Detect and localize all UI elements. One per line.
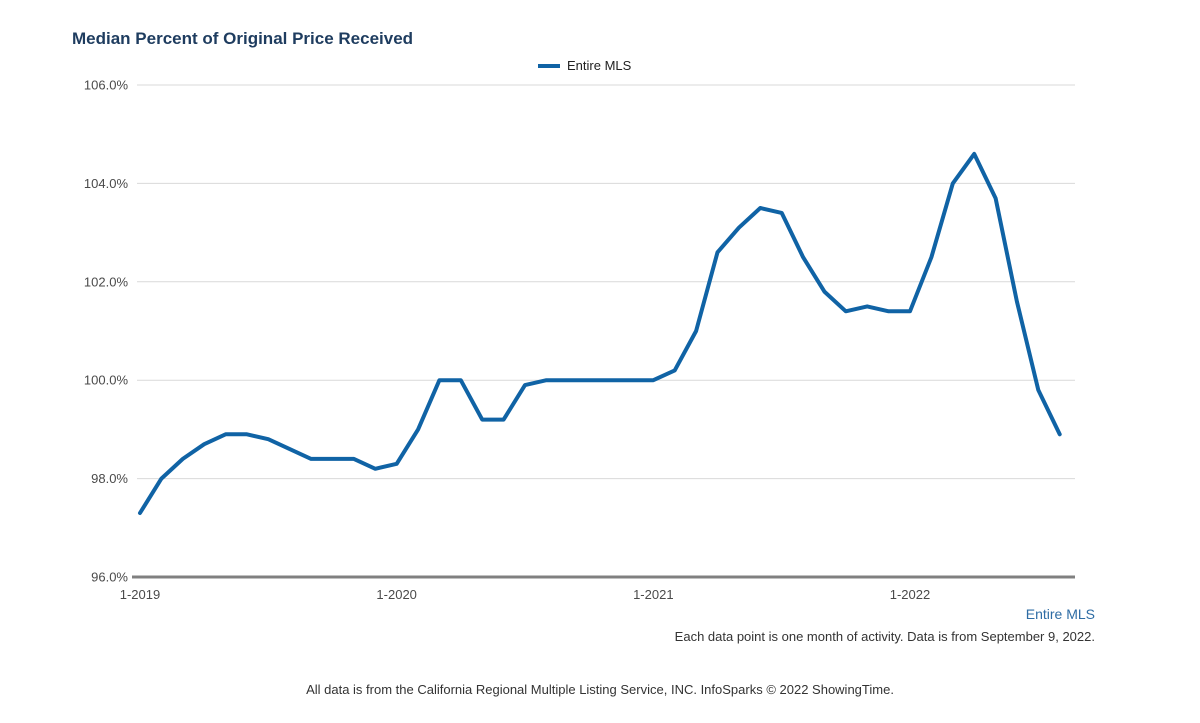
legend-label: Entire MLS [567,58,632,73]
y-axis-tick-label: 104.0% [84,176,129,191]
y-axis-tick-label: 98.0% [91,471,128,486]
legend: Entire MLS [538,58,631,73]
x-axis-tick-label: 1-2021 [633,587,673,602]
x-axis-tick-label: 1-2019 [120,587,160,602]
x-axis-tick-label: 1-2020 [376,587,416,602]
series-line-entire-mls[interactable] [138,151,1062,515]
y-axis-tick-label: 100.0% [84,373,129,388]
data-note: Each data point is one month of activity… [674,629,1095,644]
footer-series-label: Entire MLS [1025,606,1095,622]
x-axis-tick-label: 1-2022 [890,587,930,602]
legend-line-swatch [538,63,560,68]
y-axis-tick-label: 102.0% [84,274,129,289]
y-axis-tick-label: 96.0% [91,570,128,585]
chart-title: Median Percent of Original Price Receive… [72,29,414,48]
y-axis-tick-label: 106.0% [84,78,129,93]
attribution-text: All data is from the California Regional… [306,682,894,697]
